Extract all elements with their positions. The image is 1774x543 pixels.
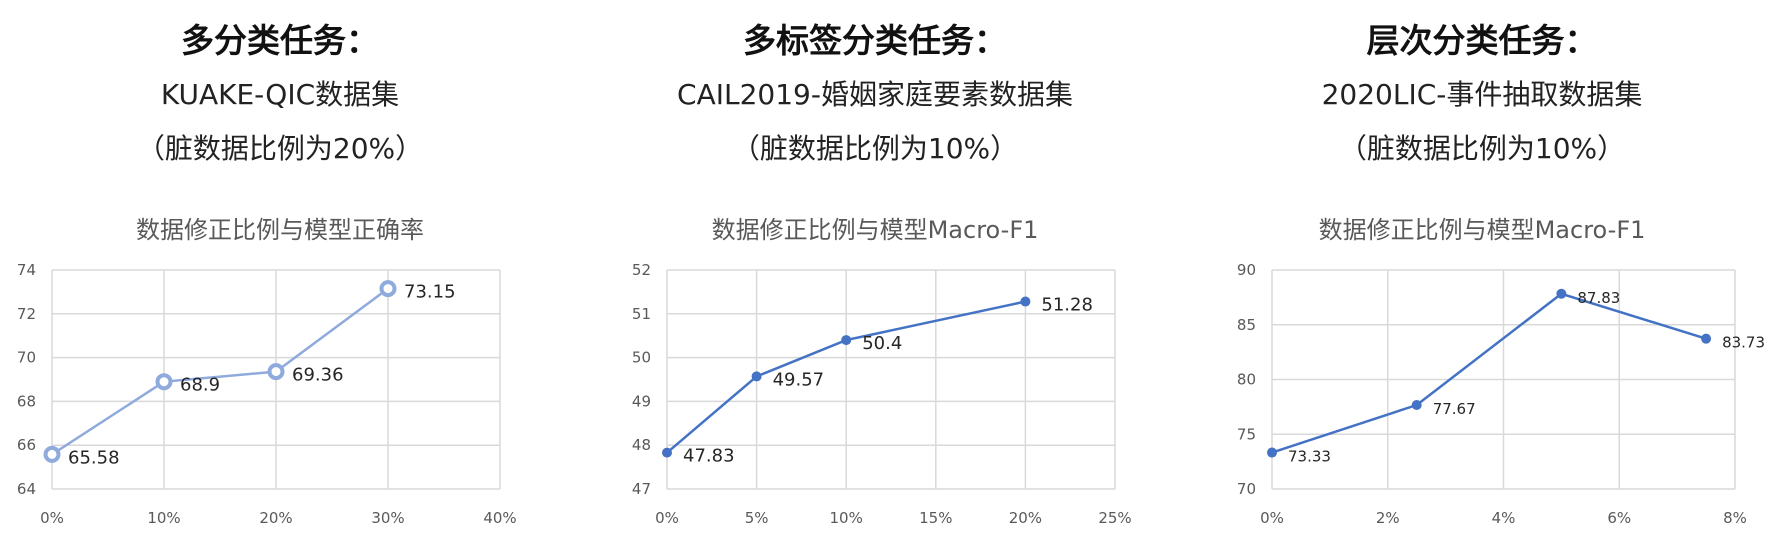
data-label: 68.9 [180,375,220,396]
y-tick-label: 51 [632,305,651,323]
dirty-data-note: （脏数据比例为20%） [136,132,424,165]
data-label: 73.15 [404,282,456,303]
data-label: 50.4 [862,333,902,354]
panel-multiclass: 多分类任务： KUAKE-QIC数据集 （脏数据比例为20%） 数据修正比例与模… [0,0,560,543]
data-label: 73.33 [1288,448,1331,466]
x-tick-label: 10% [830,509,863,527]
y-tick-label: 70 [1237,480,1256,498]
chart-title: 数据修正比例与模型正确率 [136,216,424,244]
dirty-data-note: （脏数据比例为10%） [1338,132,1626,165]
series-line [666,300,1026,454]
chart-title: 数据修正比例与模型Macro-F1 [1318,216,1646,244]
y-tick-label: 85 [1237,316,1256,334]
y-tick-label: 48 [632,436,651,454]
y-tick-label: 66 [17,436,36,454]
data-point [751,371,762,382]
data-label: 65.58 [68,447,120,468]
data-label: 83.73 [1722,334,1765,352]
x-tick-label: 15% [919,509,952,527]
y-tick-label: 74 [17,261,36,279]
panel-multilabel: 多标签分类任务： CAIL2019-婚姻家庭要素数据集 （脏数据比例为10%） … [595,0,1155,543]
y-tick-label: 70 [17,349,36,367]
x-tick-label: 8% [1723,509,1747,527]
series-line [1271,292,1707,454]
data-point [1411,400,1422,411]
y-tick-label: 49 [632,392,651,410]
data-label: 87.83 [1577,289,1620,307]
y-tick-label: 64 [17,480,36,498]
data-point [662,447,672,458]
x-tick-label: 20% [259,509,292,527]
x-tick-label: 0% [1260,509,1284,527]
x-tick-label: 30% [371,509,404,527]
data-label: 49.57 [773,369,825,390]
x-tick-label: 20% [1009,509,1042,527]
y-tick-label: 90 [1237,261,1256,279]
x-tick-label: 25% [1098,509,1131,527]
data-point [1020,296,1031,307]
x-tick-label: 5% [745,509,769,527]
chart-title: 数据修正比例与模型Macro-F1 [711,216,1039,244]
x-tick-label: 2% [1376,509,1400,527]
y-tick-label: 52 [632,261,651,279]
task-title: 多分类任务： [181,21,379,60]
x-tick-label: 6% [1607,509,1631,527]
panel-hierarchical: 层次分类任务： 2020LIC-事件抽取数据集 （脏数据比例为10%） 数据修正… [1190,0,1774,543]
x-tick-label: 0% [655,509,679,527]
y-tick-label: 68 [17,392,36,410]
data-label: 69.36 [292,365,344,386]
data-point [841,335,852,346]
data-label: 51.28 [1041,295,1093,316]
dataset-name: 2020LIC-事件抽取数据集 [1321,78,1643,111]
data-label: 77.67 [1433,400,1476,418]
task-title: 层次分类任务： [1366,21,1598,60]
data-point [155,373,173,391]
data-point [1556,288,1567,299]
data-point [1267,447,1277,458]
y-tick-label: 75 [1237,425,1256,443]
series-line [51,287,389,456]
line-chart-macro-f1: 47 48 49 50 51 52 0% 5% 10% 15% 20% 25% 47.83 49.57 50… [632,261,1132,527]
dirty-data-note: （脏数据比例为10%） [731,132,1019,165]
task-title: 多标签分类任务： [743,21,1007,60]
x-tick-label: 10% [147,509,180,527]
y-tick-label: 80 [1237,371,1256,389]
dataset-name: CAIL2019-婚姻家庭要素数据集 [677,78,1073,111]
data-label: 47.83 [683,446,735,467]
y-tick-label: 50 [632,349,651,367]
line-chart-macro-f1: 70 75 80 85 90 0% 2% 4% 6% 8% 73.33 77.67 87.83 83.73 [1237,261,1765,527]
x-tick-label: 0% [40,509,64,527]
data-point [43,445,61,463]
y-tick-label: 47 [632,480,651,498]
x-tick-label: 4% [1492,509,1516,527]
line-chart-accuracy: 64 66 68 70 72 74 0% 10% 20% 30% 40% 65.58 68.9 69.36… [17,261,517,527]
data-point [379,280,397,298]
data-point [1701,333,1712,344]
data-point [267,363,285,381]
dataset-name: KUAKE-QIC数据集 [160,78,400,111]
y-tick-label: 72 [17,305,36,323]
x-tick-label: 40% [483,509,516,527]
